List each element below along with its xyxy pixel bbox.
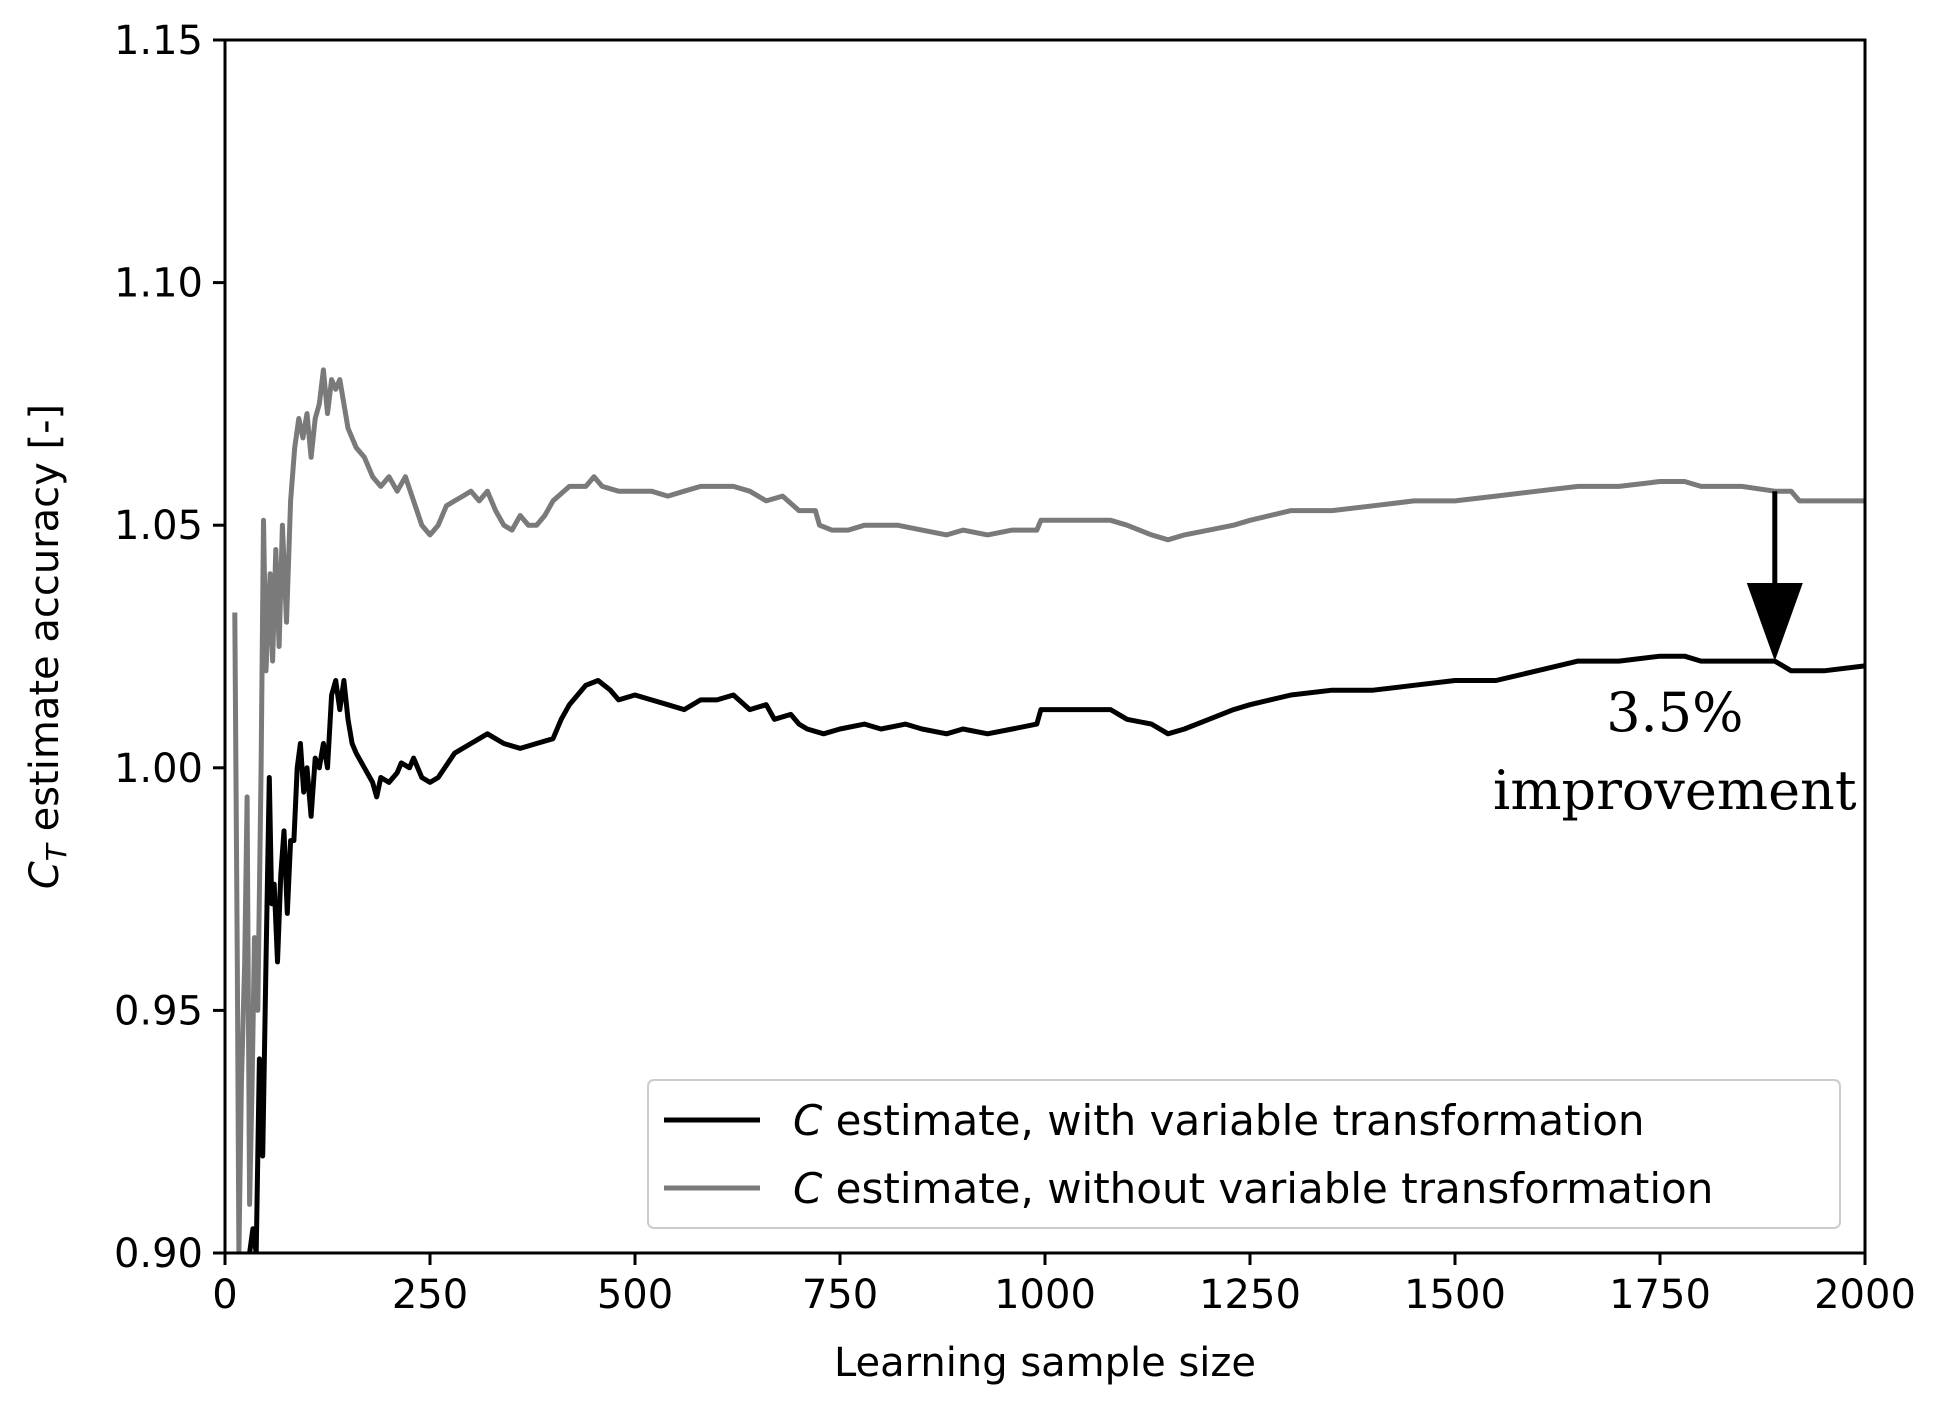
x-tick-label: 250 — [392, 1272, 468, 1318]
x-axis-label: Learning sample size — [834, 1340, 1256, 1386]
y-axis-label: CT estimate accuracy [-] — [22, 404, 73, 889]
x-tick-label: 1750 — [1609, 1272, 1711, 1318]
legend-label: estimate, with variable transformation — [822, 1096, 1644, 1145]
legend-entry-without-transformation: C estimate, without variable transformat… — [793, 1164, 1713, 1213]
legend-symbol: C — [793, 1164, 823, 1213]
legend-label: estimate, without variable transformatio… — [822, 1164, 1713, 1213]
legend-box — [647, 1079, 1841, 1229]
legend-entry-with-transformation: C estimate, with variable transformation — [793, 1096, 1645, 1145]
series-line-without — [232, 367, 1865, 1253]
legend-symbol: C — [793, 1096, 823, 1145]
y-axis-label-rest: estimate accuracy [-] — [22, 404, 68, 844]
improvement-annotation: 3.5% improvement — [1493, 491, 1857, 822]
y-axis-ticks: 0.90 0.95 1.00 1.05 1.10 1.15 — [114, 18, 225, 1277]
x-axis-ticks: 0 250 500 750 1000 1250 1500 1750 2000 — [212, 1253, 1916, 1318]
y-tick-label: 0.95 — [114, 988, 203, 1034]
x-tick-label: 1000 — [994, 1272, 1096, 1318]
plot-frame — [223, 38, 1867, 1255]
x-tick-label: 2000 — [1814, 1272, 1916, 1318]
x-tick-label: 1250 — [1199, 1272, 1301, 1318]
series-line-with — [247, 653, 1865, 1253]
annotation-percent: 3.5% — [1606, 681, 1743, 744]
y-tick-label: 1.00 — [114, 746, 203, 792]
x-tick-label: 750 — [802, 1272, 878, 1318]
x-tick-label: 0 — [212, 1272, 237, 1318]
annotation-text: improvement — [1493, 759, 1857, 822]
y-tick-label: 1.05 — [114, 503, 203, 549]
annotation-arrow-head — [1746, 583, 1803, 662]
x-tick-label: 500 — [597, 1272, 673, 1318]
legend: C estimate, with variable transformation… — [647, 1079, 1841, 1229]
y-tick-label: 1.10 — [114, 261, 203, 307]
y-axis-label-symbol: C — [22, 861, 68, 889]
y-axis-label-subscript: T — [40, 842, 73, 861]
series-layer — [232, 367, 1865, 1253]
y-tick-label: 0.90 — [114, 1231, 203, 1277]
y-tick-label: 1.15 — [114, 18, 203, 64]
x-tick-label: 1500 — [1404, 1272, 1506, 1318]
